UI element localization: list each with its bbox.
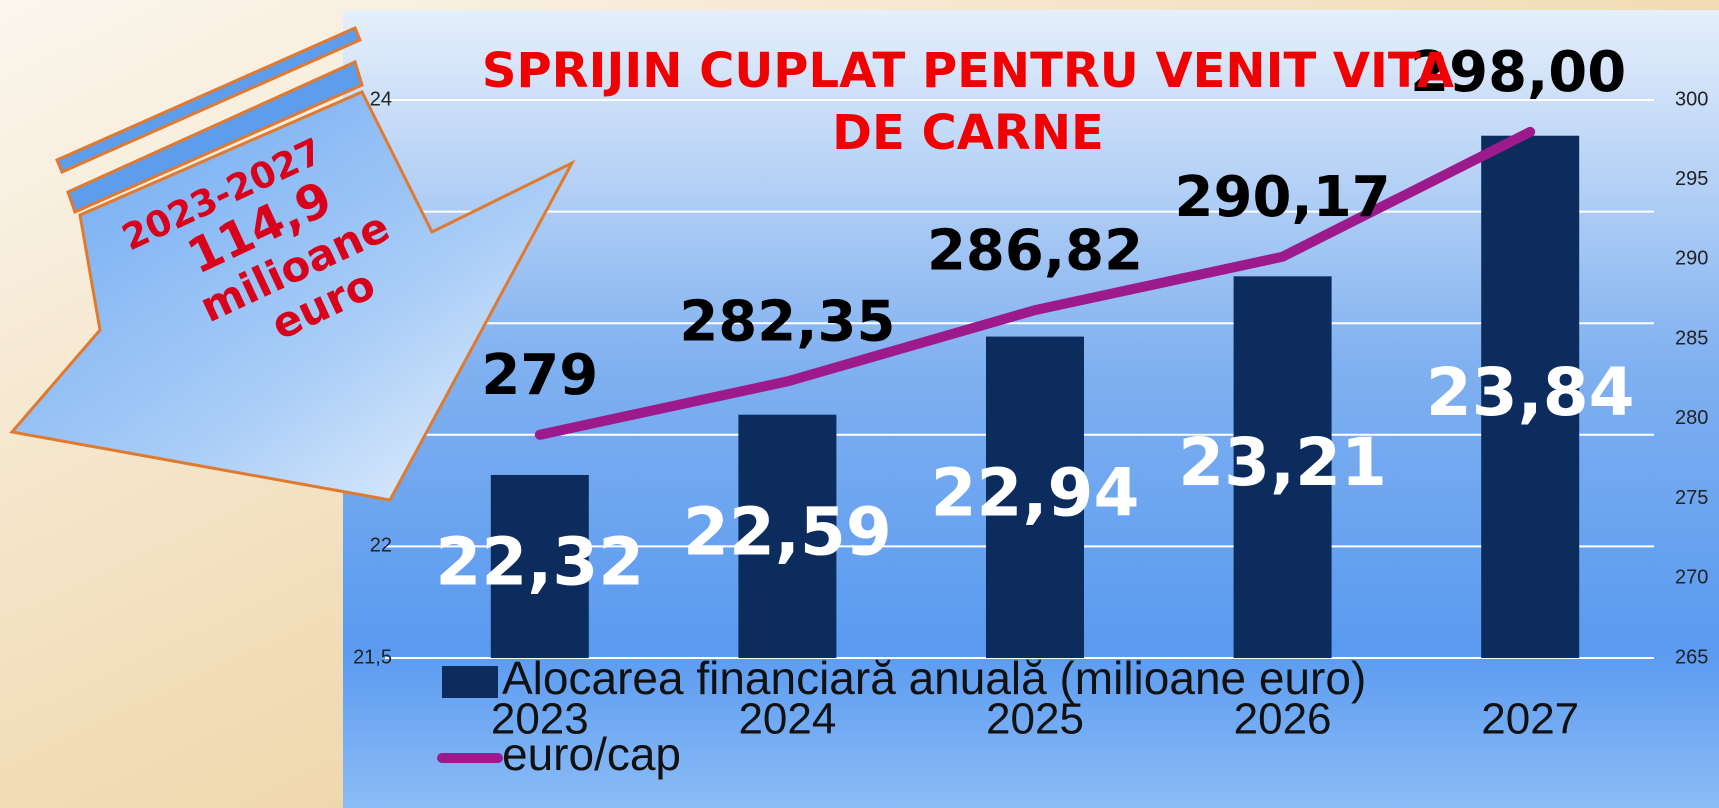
- bar-value-label: 23,84: [1426, 354, 1635, 431]
- x-tick-label: 2027: [1481, 695, 1579, 744]
- callout-stripe: [55, 26, 362, 174]
- x-tick-label: 2025: [986, 695, 1084, 744]
- line-value-label: 282,35: [679, 290, 895, 355]
- y2-tick-label: 290: [1675, 248, 1708, 270]
- y-tick-label: 22: [370, 535, 392, 557]
- plot: 21,52222,52323,5242652702752802852902953…: [353, 40, 1708, 744]
- line: [534, 126, 1536, 440]
- y2-tick-label: 275: [1675, 487, 1708, 509]
- bar-value-label: 22,32: [435, 524, 644, 601]
- chart-title: SPRIJIN CUPLAT PENTRU VENIT VITA DE CARNE: [482, 43, 1454, 161]
- bar: [1233, 276, 1332, 658]
- line-value-label: 290,17: [1175, 165, 1391, 230]
- y2-tick-label: 300: [1675, 88, 1708, 110]
- x-tick-label: 2024: [738, 695, 836, 744]
- bar: [1481, 135, 1580, 658]
- y-tick-label: 21,5: [353, 646, 392, 668]
- bar-value-label: 22,59: [683, 493, 892, 570]
- bar-value-label: 23,21: [1178, 424, 1387, 501]
- x-tick-label: 2026: [1234, 695, 1332, 744]
- line-value-label: 298,00: [1410, 40, 1626, 105]
- callout-arrow: [9, 90, 576, 502]
- y-tick-label: 24: [370, 88, 392, 110]
- y2-tick-label: 280: [1675, 407, 1708, 429]
- legend-swatch: [442, 666, 498, 698]
- bar: [986, 336, 1084, 658]
- y2-tick-label: 295: [1675, 168, 1708, 190]
- bar: [490, 474, 589, 658]
- legend-label: Alocarea financiară anuală (milioane eur…: [502, 652, 1366, 704]
- line-value-label: 279: [481, 343, 598, 408]
- y2-tick-label: 285: [1675, 327, 1708, 349]
- x-tick-label: 2023: [491, 695, 589, 744]
- y2-tick-label: 270: [1675, 567, 1708, 589]
- line-value-label: 286,82: [927, 218, 1143, 283]
- y2-tick-label: 265: [1675, 646, 1708, 668]
- bar-value-label: 22,94: [931, 454, 1140, 531]
- callout: 2023-2027 114,9 milioane euro: [9, 26, 576, 502]
- legend-label: euro/cap: [502, 728, 681, 780]
- bar: [738, 414, 837, 658]
- callout-stripe: [66, 59, 364, 215]
